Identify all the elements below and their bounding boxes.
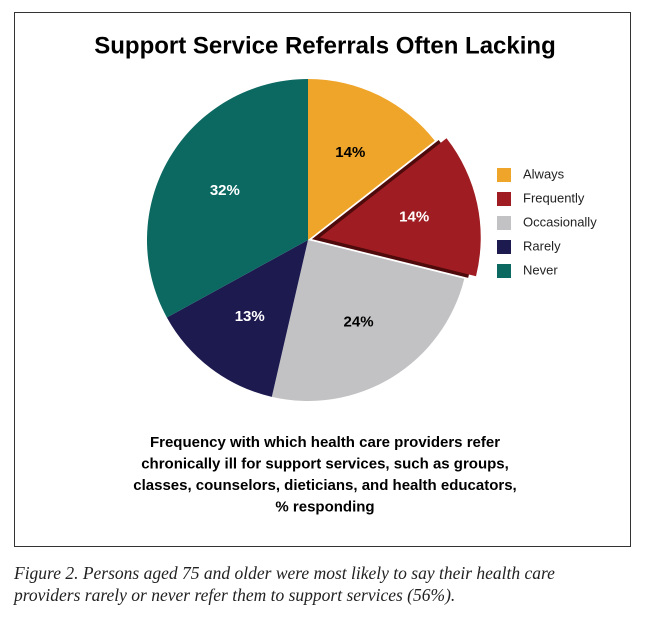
legend-swatch [497, 192, 511, 206]
figure-caption: providers rarely or never refer them to … [12, 585, 455, 605]
legend-swatch [497, 168, 511, 182]
legend-label: Occasionally [523, 214, 597, 229]
legend-swatch [497, 264, 511, 278]
slice [146, 79, 308, 318]
slice [166, 240, 308, 397]
legend-swatch [497, 216, 511, 230]
figure-caption: Figure 2. Persons aged 75 and older were… [13, 563, 555, 583]
legend-label: Never [523, 262, 558, 277]
frame [14, 12, 631, 547]
description: % responding [275, 498, 374, 515]
legend-label: Rarely [523, 238, 561, 253]
legend-label: Frequently [523, 190, 585, 205]
slice-label: 13% [235, 308, 265, 325]
slice [271, 240, 465, 401]
slice [319, 138, 481, 277]
legend-label: Always [523, 166, 565, 181]
description: Frequency with which health care provide… [150, 434, 500, 451]
description: chronically ill for support services, su… [141, 455, 509, 472]
slice-label: 24% [344, 313, 374, 330]
slice-label: 14% [335, 144, 365, 161]
slice-label: 32% [210, 182, 240, 199]
slice [308, 79, 435, 240]
description: classes, counselors, dieticians, and hea… [133, 477, 516, 494]
legend-swatch [497, 240, 511, 254]
slice-label: 14% [399, 208, 429, 225]
chart-title: Support Service Referrals Often Lacking [94, 32, 555, 59]
